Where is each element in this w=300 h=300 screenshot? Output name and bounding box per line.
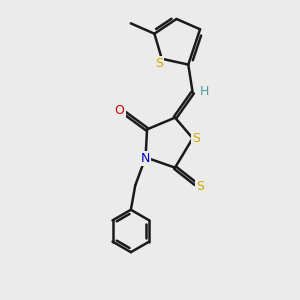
Text: S: S [155,57,164,70]
Text: H: H [200,85,209,98]
Text: S: S [192,132,200,145]
Text: N: N [140,152,150,165]
Text: O: O [115,104,124,117]
Text: S: S [196,180,204,193]
